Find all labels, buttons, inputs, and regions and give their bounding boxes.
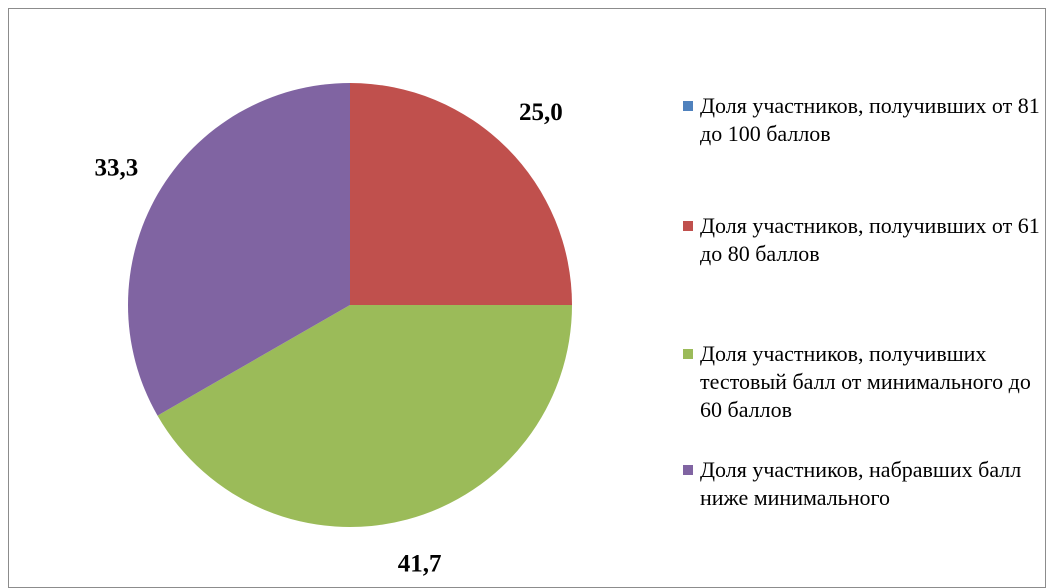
- legend-swatch: [683, 465, 693, 475]
- legend-item: Доля участников, получивших тестовый бал…: [683, 340, 1048, 424]
- legend-swatch: [683, 101, 693, 111]
- pie-slice: [157, 305, 572, 528]
- legend-label: Доля участников, набравших балл ниже мин…: [700, 457, 1022, 510]
- pie-slice: [350, 83, 572, 305]
- data-label: 41,7: [398, 551, 442, 578]
- data-label: 25,0: [519, 99, 563, 126]
- legend-item: Доля участников, набравших балл ниже мин…: [683, 456, 1048, 512]
- legend-label: Доля участников, получивших от 81 до 100…: [700, 93, 1040, 146]
- legend-label: Доля участников, получивших тестовый бал…: [700, 341, 1031, 422]
- pie-slice: [127, 83, 350, 416]
- legend-label: Доля участников, получивших от 61 до 80 …: [700, 213, 1040, 266]
- legend-item: Доля участников, получивших от 61 до 80 …: [683, 212, 1048, 268]
- legend-swatch: [683, 349, 693, 359]
- legend-item: Доля участников, получивших от 81 до 100…: [683, 92, 1048, 148]
- data-label: 33,3: [94, 154, 138, 181]
- legend-swatch: [683, 221, 693, 231]
